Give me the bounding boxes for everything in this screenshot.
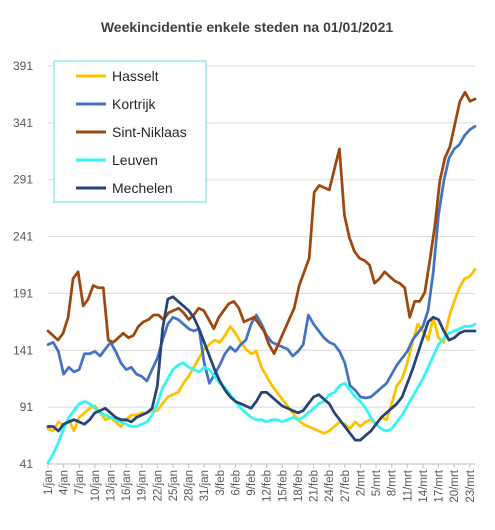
x-tick-label: 7/jan [74,470,86,495]
series-line-hasselt [46,268,477,435]
x-tick-label: 17/mrt [434,469,446,502]
legend-items: Hasselt Kortrijk Sint-Niklaas Leuven Mechele… [76,68,187,196]
y-tick-label: 241 [13,230,33,244]
y-tick-label: 141 [13,343,33,357]
x-tick-label: 11/mrt [402,469,414,502]
y-tick-label: 391 [13,59,33,73]
x-tick-label: 3/feb [215,470,227,496]
x-tick-label: 16/jan [121,470,133,501]
x-tick-label: 28/jan [184,470,196,501]
x-tick-label: 31/jan [199,470,211,501]
series-lines [46,90,477,465]
x-axis-tick-labels: 1/jan 4/jan 7/jan 10/jan 13/jan 16/jan 19/jan 2… [43,464,477,503]
x-tick-label: 2/mrt [355,469,367,496]
y-tick-label: 291 [13,173,33,187]
legend-label-kortrijk: Kortrijk [112,96,157,112]
series-line-kortrijk [46,124,477,400]
x-tick-label: 23/mrt [465,469,477,502]
x-tick-label: 20/mrt [449,469,461,502]
x-tick-label: 24/feb [324,470,336,502]
gridlines [48,65,475,408]
x-tick-label: 13/jan [105,470,117,501]
x-tick-label: 9/feb [246,470,258,496]
y-tick-label: 191 [13,286,33,300]
chart-title: Weekincidentie enkele steden na 01/01/20… [101,19,394,35]
x-tick-label: 25/jan [168,470,180,501]
x-tick-label: 14/mrt [418,469,430,502]
x-tick-label: 18/feb [293,470,305,502]
x-tick-label: 10/jan [90,470,102,501]
legend-label-hasselt: Hasselt [112,68,159,84]
series-line-sint-niklaas [46,90,477,356]
series-line-leuven [46,322,477,465]
x-tick-label: 27/feb [340,470,352,502]
x-tick-label: 4/jan [59,470,71,495]
legend: Hasselt Kortrijk Sint-Niklaas Leuven Mechele… [53,60,207,203]
y-tick-label: 341 [13,116,33,130]
x-tick-label: 6/feb [230,470,242,496]
x-tick-label: 5/mrt [371,469,383,496]
x-tick-label: 12/feb [262,470,274,502]
x-tick-label: 22/jan [152,470,164,501]
x-tick-label: 1/jan [43,470,55,495]
x-tick-label: 15/feb [277,470,289,502]
legend-label-leuven: Leuven [112,152,158,168]
legend-label-sint-niklaas: Sint-Niklaas [112,124,187,140]
y-tick-label: 91 [20,400,34,414]
series-line-mechelen [46,295,477,442]
x-tick-label: 19/jan [137,470,149,501]
x-tick-label: 21/feb [309,470,321,502]
legend-label-mechelen: Mechelen [112,180,173,196]
y-tick-label: 41 [20,457,34,471]
x-tick-label: 8/mrt [387,469,399,496]
y-axis-tick-labels: 41 91 141 191 241 291 341 391 [13,59,33,471]
